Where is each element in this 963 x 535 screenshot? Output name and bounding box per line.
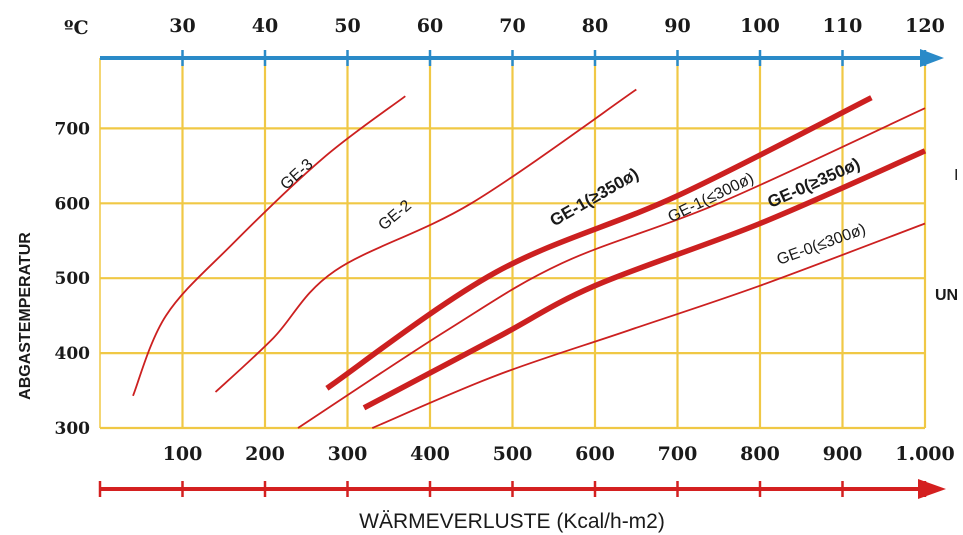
x-tick-label: 200 bbox=[245, 443, 285, 465]
top-axis-arrowhead bbox=[920, 49, 944, 67]
top-tick-label: 50 bbox=[334, 15, 360, 37]
top-tick-label: 40 bbox=[252, 15, 278, 37]
x-tick-label: 100 bbox=[163, 443, 203, 465]
top-tick-label: 110 bbox=[823, 15, 863, 37]
bottom-axis: 100 200 300 400 500 600 700 800 900 1.000 WÄRMEVE… bbox=[98, 443, 955, 533]
y-tick-label: 700 bbox=[55, 119, 91, 139]
bottom-axis-arrowhead bbox=[918, 479, 946, 499]
curve-labels: GE-3 GE-2 GE-1(≥350ø) GE-1(≤300ø) GE-0(≥… bbox=[277, 154, 868, 269]
series-line-0 bbox=[132, 95, 406, 397]
x-tick-label: 1.000 bbox=[895, 443, 955, 465]
top-tick-label: 30 bbox=[169, 15, 195, 37]
series-line-4 bbox=[362, 148, 927, 411]
top-tick-label: 80 bbox=[582, 15, 608, 37]
y-axis: 300 400 500 600 700 bbox=[55, 119, 91, 439]
top-tick-label: 90 bbox=[664, 15, 690, 37]
x-tick-label: 500 bbox=[493, 443, 533, 465]
x-tick-label: 700 bbox=[658, 443, 698, 465]
y-tick-label: 300 bbox=[55, 419, 91, 439]
top-axis: ºC 30 40 50 60 70 80 90 100 110 120 bbox=[64, 15, 945, 67]
series-line-5 bbox=[371, 222, 926, 429]
x-tick-label: 900 bbox=[823, 443, 863, 465]
series-group bbox=[132, 88, 927, 429]
label-ge-0-small: GE-0(≤300ø) bbox=[775, 221, 868, 269]
cropped-text-fragment-mid: UN bbox=[935, 287, 958, 304]
top-tick-label: 120 bbox=[905, 15, 945, 37]
y-axis-title: ABGASTEMPERATUR bbox=[17, 232, 34, 400]
top-tick-label: 100 bbox=[740, 15, 780, 37]
x-tick-label: 300 bbox=[328, 443, 368, 465]
x-tick-label: 600 bbox=[575, 443, 615, 465]
label-ge-3: GE-3 bbox=[277, 156, 316, 194]
x-axis-title: WÄRMEVERLUSTE (Kcal/h-m2) bbox=[359, 510, 665, 533]
cropped-text-fragment-top: I bbox=[954, 167, 958, 184]
y-tick-label: 500 bbox=[55, 269, 91, 289]
series-line-3 bbox=[297, 107, 926, 429]
series-line-1 bbox=[214, 88, 637, 393]
top-axis-unit: ºC bbox=[64, 17, 89, 39]
top-tick-label: 60 bbox=[417, 15, 443, 37]
x-tick-label: 800 bbox=[740, 443, 780, 465]
y-tick-label: 400 bbox=[55, 344, 91, 364]
top-tick-label: 70 bbox=[499, 15, 525, 37]
grid bbox=[100, 58, 927, 430]
y-tick-label: 600 bbox=[55, 194, 91, 214]
x-tick-label: 400 bbox=[410, 443, 450, 465]
series-line-2 bbox=[325, 95, 873, 391]
